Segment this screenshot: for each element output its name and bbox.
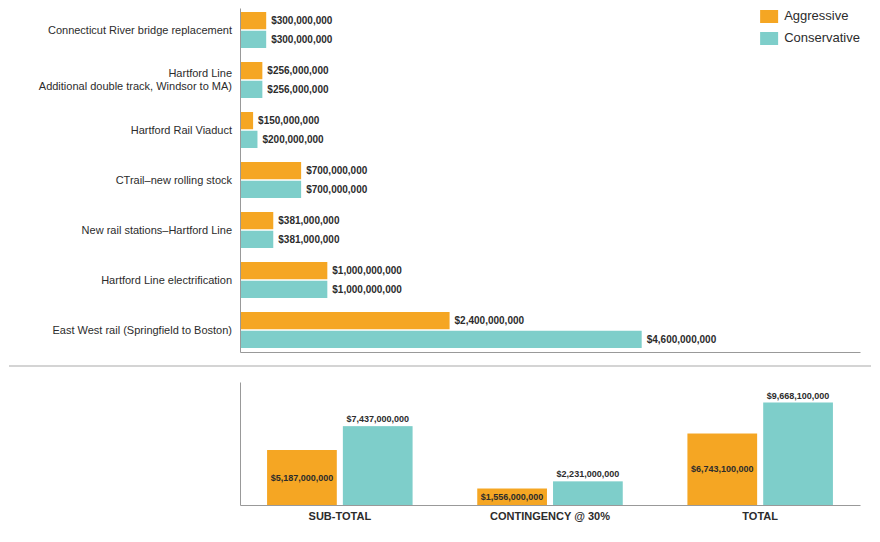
- tick: Hartford LineAdditional double track, Wi…: [39, 67, 240, 92]
- data-label: $2,231,000,000: [557, 469, 620, 479]
- tick: CONTINGENCY @ 30%: [490, 505, 610, 522]
- bar: [240, 262, 327, 279]
- bar: [240, 231, 273, 248]
- data-labels-top: $300,000,000 $256,000,000 $150,000,000 $700…: [258, 15, 717, 345]
- tick-label: CTrail–new rolling stock: [116, 174, 233, 186]
- legend-item: Aggressive: [760, 8, 848, 23]
- data-label: $200,000,000: [262, 134, 324, 145]
- axis-line: [241, 352, 861, 353]
- bar: [477, 489, 547, 505]
- data-label: $150,000,000: [258, 115, 320, 126]
- tick-label-line: Additional double track, Windsor to MA): [39, 80, 232, 92]
- data-labels-bottom: $5,187,000,000 $1,556,000,000 $6,743,100,0…: [271, 391, 830, 502]
- bar: [240, 131, 257, 148]
- data-label: $300,000,000: [271, 15, 333, 26]
- y-axis: [240, 383, 241, 506]
- tick-label: CONTINGENCY @ 30%: [490, 510, 610, 522]
- tick: Connecticut River bridge replacement: [48, 24, 240, 36]
- bar: [240, 81, 262, 98]
- tick-label: TOTAL: [742, 510, 778, 522]
- x-axis: SUB-TOTAL CONTINGENCY @ 30% TOTAL: [241, 505, 861, 522]
- bar: [240, 181, 301, 198]
- data-label: $2,400,000,000: [455, 315, 525, 326]
- bar: [240, 331, 642, 348]
- axis-line: [240, 9, 241, 353]
- bar: [763, 403, 833, 506]
- bar: [240, 112, 253, 129]
- tick: CTrail–new rolling stock: [116, 174, 240, 186]
- tick-label: SUB-TOTAL: [309, 510, 372, 522]
- separator: [9, 365, 871, 366]
- bar: [687, 434, 757, 505]
- data-label: $256,000,000: [267, 65, 329, 76]
- bar: [267, 450, 337, 505]
- tick: East West rail (Springfield to Boston): [52, 324, 240, 336]
- legend: Aggressive Conservative: [760, 8, 860, 45]
- tick: SUB-TOTAL: [309, 505, 372, 522]
- bar: [240, 62, 262, 79]
- bar: [240, 312, 450, 329]
- y-axis: Connecticut River bridge replacement Hart…: [39, 9, 241, 353]
- data-label: $256,000,000: [267, 84, 329, 95]
- axis-line: [240, 383, 241, 506]
- tick-label: Hartford Line electrification: [101, 274, 232, 286]
- axis-line: [241, 505, 861, 506]
- bar: [343, 426, 413, 505]
- data-label: $381,000,000: [278, 215, 340, 226]
- bar: [240, 212, 273, 229]
- data-label: $700,000,000: [306, 165, 368, 176]
- data-label: $1,556,000,000: [481, 492, 544, 502]
- tick: Hartford Rail Viaduct: [131, 124, 240, 136]
- data-label: $300,000,000: [271, 34, 333, 45]
- tick: Hartford Line electrification: [101, 274, 240, 286]
- bar: [240, 162, 301, 179]
- legend-label: Aggressive: [784, 8, 848, 23]
- bars-bottom: [267, 403, 833, 506]
- data-label: $1,000,000,000: [332, 284, 402, 295]
- tick-label: New rail stations–Hartford Line: [82, 224, 232, 236]
- legend-item: Conservative: [760, 30, 860, 45]
- x-axis: [241, 352, 861, 353]
- bar: [240, 12, 266, 29]
- tick-label: Hartford Rail Viaduct: [131, 124, 232, 136]
- bars-top: [240, 12, 642, 348]
- bar: [240, 281, 327, 298]
- legend-label: Conservative: [784, 30, 860, 45]
- tick: New rail stations–Hartford Line: [82, 224, 240, 236]
- data-label: $7,437,000,000: [346, 414, 409, 424]
- tick-label: East West rail (Springfield to Boston): [52, 324, 232, 336]
- tick-label: Connecticut River bridge replacement: [48, 24, 232, 36]
- data-label: $6,743,100,000: [691, 464, 754, 474]
- data-label: $4,600,000,000: [647, 334, 717, 345]
- legend-swatch: [760, 10, 778, 23]
- data-label: $700,000,000: [306, 184, 368, 195]
- bar: [240, 31, 266, 48]
- tick: TOTAL: [742, 505, 778, 522]
- data-label: $9,668,100,000: [767, 391, 830, 401]
- tick-label-line: Hartford Line: [168, 67, 232, 79]
- bar: [553, 481, 623, 505]
- data-label: $5,187,000,000: [271, 473, 334, 483]
- data-label: $1,000,000,000: [332, 265, 402, 276]
- chart-svg: $300,000,000 $256,000,000 $150,000,000 $700…: [0, 0, 880, 542]
- tick-label: Hartford LineAdditional double track, Wi…: [39, 67, 232, 92]
- data-label: $381,000,000: [278, 234, 340, 245]
- legend-swatch: [760, 32, 778, 45]
